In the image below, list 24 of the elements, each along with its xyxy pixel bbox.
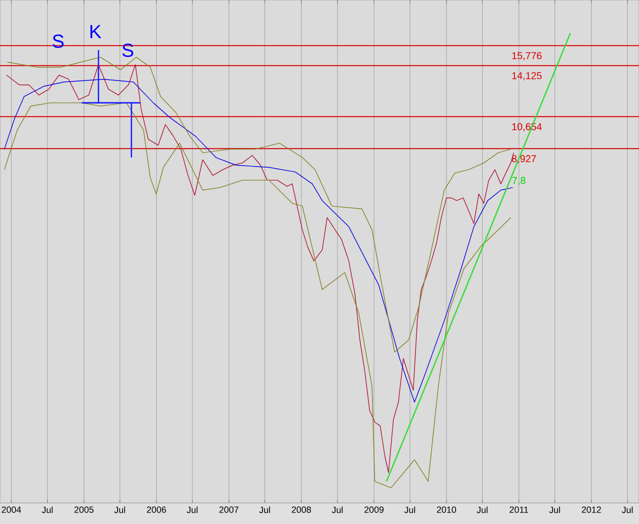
x-tick-label: Jul [259,506,270,514]
annotation: 7,8 [512,176,526,186]
x-tick-label: 2009 [364,506,384,513]
y-tick-label: 14,125 [512,72,542,80]
x-tick-label: 2006 [146,506,166,513]
annotation: K [90,25,102,38]
x-tick-label: 2010 [436,506,456,513]
x-tick-label: Jul [332,506,343,514]
x-tick-label: 2008 [292,506,311,513]
annotation: S [52,34,64,48]
x-tick-label: Jul [549,506,560,514]
x-tick-label: Jul [114,506,126,514]
x-tick-label: Jul [476,506,488,514]
x-tick-label: Jul [42,506,53,514]
x-tick-label: 2004 [2,506,22,513]
y-tick-label: 15,776 [512,52,542,60]
x-tick-label: 2005 [74,506,94,513]
x-tick-label: 2012 [582,506,601,513]
annotation: S [122,44,134,57]
x-tick-label: Jul [622,506,633,514]
x-tick-label: Jul [186,506,198,514]
x-tick-label: 2007 [219,506,238,513]
x-tick-label: Jul [404,506,416,514]
x-tick-label: 2011 [510,506,528,513]
